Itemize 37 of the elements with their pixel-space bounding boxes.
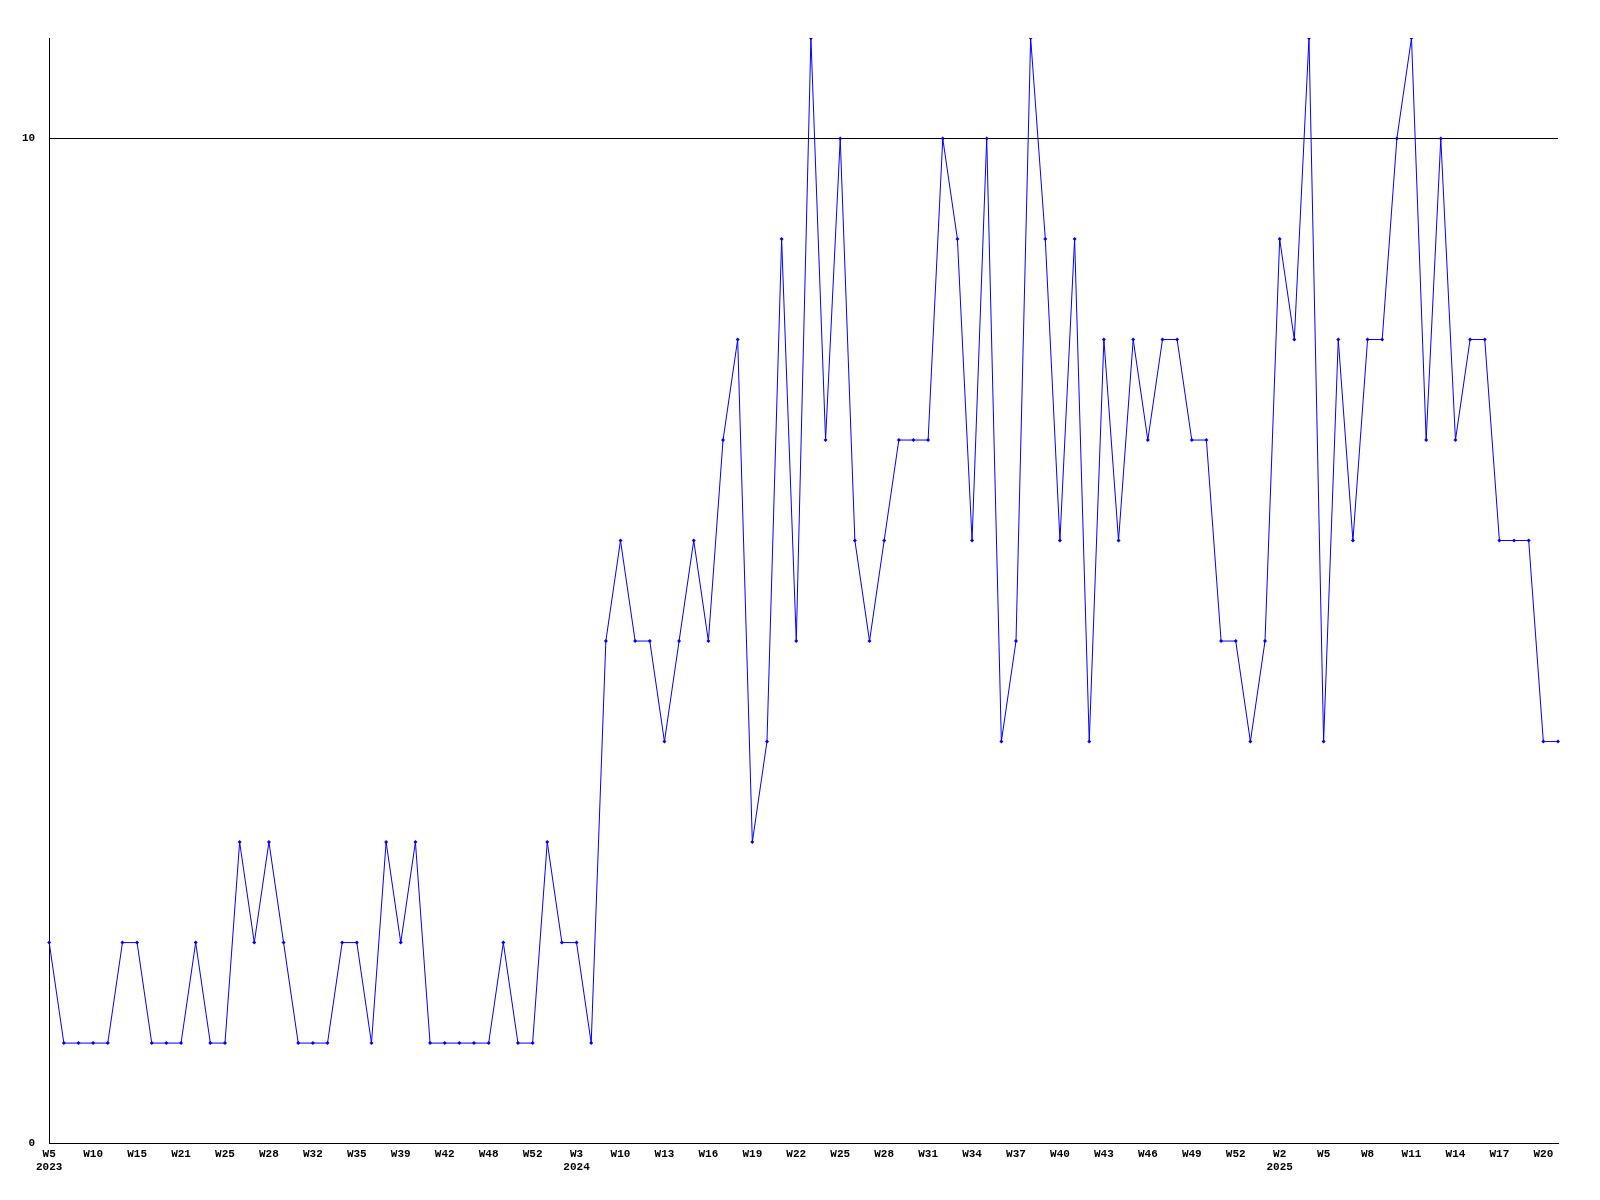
x-tick-label: W46 [1137,1147,1158,1160]
x-tick-label: W39 [390,1147,411,1160]
y-tick-label: 10 [22,132,36,145]
x-tick-label: W2 2025 [1266,1147,1294,1174]
x-tick-label: W19 [742,1147,763,1160]
x-tick-label: W25 [215,1147,236,1160]
x-tick-label: W52 [522,1147,543,1160]
x-tick-label: W52 [1225,1147,1246,1160]
x-tick-label: W3 2024 [563,1147,591,1174]
x-tick-label: W10 [610,1147,631,1160]
x-tick-label: W35 [346,1147,368,1160]
x-tick-label: W28 [259,1147,280,1160]
x-tick-label: W31 [918,1147,939,1160]
x-tick-label: W16 [698,1147,719,1160]
x-tick-label: W48 [478,1147,499,1160]
x-tick-label: W32 [302,1147,323,1160]
x-tick-label: W15 [127,1147,148,1160]
x-tick-label: W17 [1489,1147,1510,1160]
y-tick-label: 0 [28,1137,36,1150]
x-tick-label: W22 [786,1147,807,1160]
x-tick-label: W25 [830,1147,851,1160]
x-tick-label: W14 [1445,1147,1466,1160]
x-tick-label: W28 [874,1147,895,1160]
x-tick-label: W21 [171,1147,192,1160]
x-tick-label: W5 2023 [36,1147,63,1174]
x-tick-label: W11 [1401,1147,1422,1160]
x-tick-label: W42 [434,1147,455,1160]
x-tick-label: W13 [654,1147,675,1160]
x-tick-label: W37 [1006,1147,1026,1160]
x-tick-label: W43 [1093,1147,1115,1160]
x-tick-label: W49 [1181,1147,1202,1160]
x-tick-label: W40 [1050,1147,1070,1160]
x-tick-label: W5 [1317,1147,1331,1160]
x-tick-label: W20 [1533,1147,1554,1160]
x-tick-label: W8 [1360,1147,1375,1160]
x-tick-label: W10 [83,1147,104,1160]
x-tick-label: W34 [962,1147,983,1160]
